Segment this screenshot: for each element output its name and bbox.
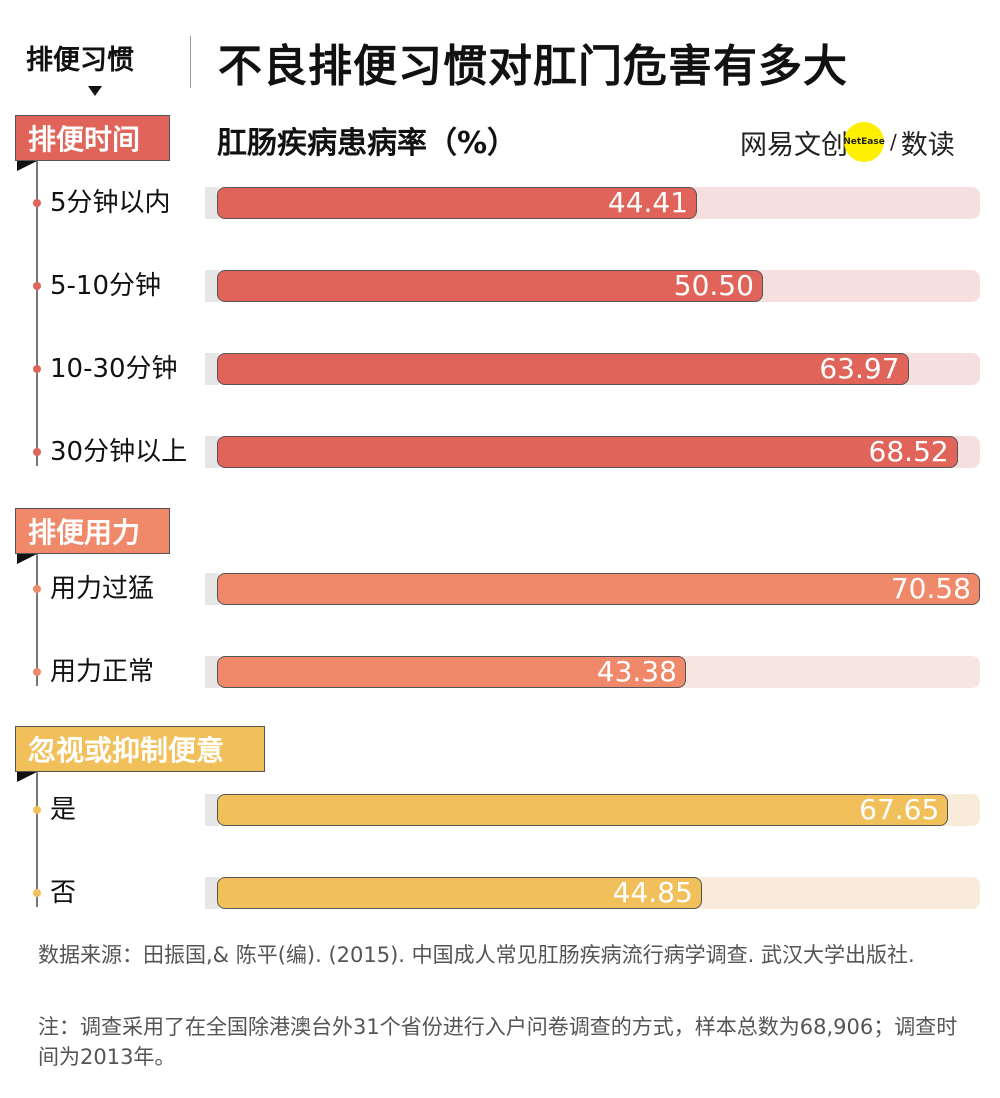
bar: 44.41 xyxy=(217,187,698,219)
group-label: 排便时间 xyxy=(15,115,170,161)
group-label: 排便用力 xyxy=(15,508,170,554)
group-flag-icon xyxy=(17,161,37,171)
group-flag-icon xyxy=(17,772,37,782)
bar-stub xyxy=(205,353,219,385)
axis-label: 肛肠疾病患病率（%） xyxy=(217,126,518,161)
logo-sub: 数读 xyxy=(900,129,955,161)
main-title: 不良排便习惯对肛门危害有多大 xyxy=(218,41,848,92)
logo: 网易文创 NetEase / 数读 xyxy=(740,122,955,162)
category-label: 5分钟以内 xyxy=(50,188,171,218)
row-dot-icon xyxy=(33,889,41,897)
bar-stub xyxy=(205,270,219,302)
bar: 70.58 xyxy=(217,573,980,605)
bar-stub xyxy=(205,877,219,909)
row-dot-icon xyxy=(33,282,41,290)
row-dot-icon xyxy=(33,668,41,676)
category-label: 是 xyxy=(50,795,77,825)
bar: 67.65 xyxy=(217,794,949,826)
bar: 50.50 xyxy=(217,270,763,302)
row-dot-icon xyxy=(33,806,41,814)
category-label: 用力过猛 xyxy=(50,574,155,604)
category-label: 用力正常 xyxy=(50,657,155,687)
bar: 68.52 xyxy=(217,436,958,468)
footnote: 注：调查采用了在全国除港澳台外31个省份进行入户问卷调查的方式，样本总数为68,… xyxy=(38,1015,958,1069)
bar: 63.97 xyxy=(217,353,909,385)
bar-stub xyxy=(205,573,219,605)
bar-stub xyxy=(205,187,219,219)
row-dot-icon xyxy=(33,365,41,373)
title-divider xyxy=(190,36,191,88)
row-dot-icon xyxy=(33,199,41,207)
logo-brand: 网易文创 xyxy=(740,129,848,161)
section-tag: 排便习惯 xyxy=(26,45,134,76)
group-timeline xyxy=(36,554,38,686)
category-label: 否 xyxy=(50,878,77,908)
bar-stub xyxy=(205,656,219,688)
down-arrow-icon xyxy=(88,86,102,96)
bar: 44.85 xyxy=(217,877,702,909)
category-label: 5-10分钟 xyxy=(50,271,162,301)
group-flag-icon xyxy=(17,554,37,564)
group-label: 忽视或抑制便意 xyxy=(15,726,265,772)
bar-stub xyxy=(205,436,219,468)
group-timeline xyxy=(36,772,38,907)
category-label: 10-30分钟 xyxy=(50,354,178,384)
row-dot-icon xyxy=(33,448,41,456)
bar-stub xyxy=(205,794,219,826)
logo-badge: NetEase xyxy=(843,122,885,162)
row-dot-icon xyxy=(33,585,41,593)
source-note: 数据来源：田振国,& 陈平(编). (2015). 中国成人常见肛肠疾病流行病学… xyxy=(38,943,915,967)
bar: 43.38 xyxy=(217,656,686,688)
group-timeline xyxy=(36,161,38,466)
category-label: 30分钟以上 xyxy=(50,437,188,467)
logo-slash: / xyxy=(890,130,897,154)
